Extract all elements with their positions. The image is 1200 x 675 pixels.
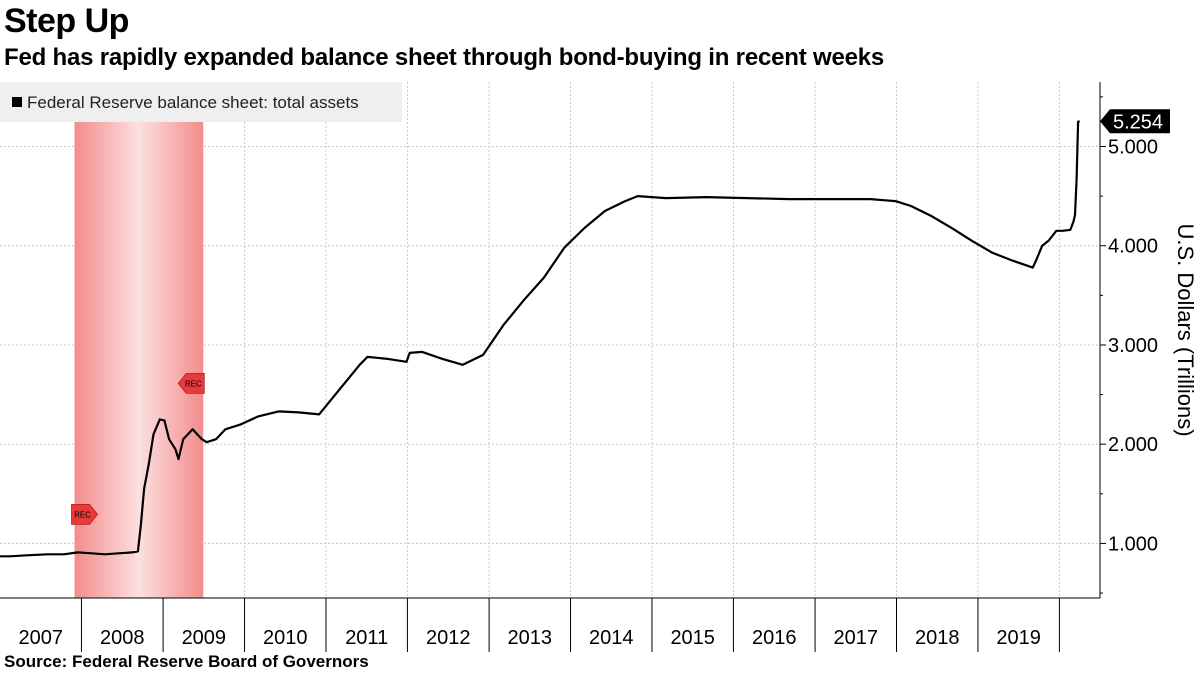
series-line-total-assets — [0, 120, 1080, 558]
y-tick-label: 4.000 — [1108, 236, 1158, 258]
x-tick-label: 2016 — [752, 627, 797, 649]
recession-marker — [177, 372, 205, 394]
x-tick-label: 2011 — [345, 627, 388, 649]
x-tick-label: 2008 — [100, 627, 145, 649]
legend-label: Federal Reserve balance sheet: total ass… — [27, 93, 359, 112]
y-tick-label: 1.000 — [1108, 533, 1158, 555]
recession-marker — [71, 503, 99, 525]
x-tick-label: 2018 — [915, 627, 960, 649]
x-tick-label: 2019 — [996, 627, 1041, 649]
last-value-badge — [1100, 109, 1170, 134]
x-axis: 2007 2008 2009 2010 2011 2012 2013 2014 2015 2016… — [0, 597, 1100, 652]
legend-background — [0, 82, 402, 122]
y-tick-label: 5.000 — [1108, 137, 1158, 159]
x-tick-label: 2014 — [589, 627, 634, 649]
legend-swatch — [12, 97, 22, 107]
x-tick-label: 2015 — [670, 627, 715, 649]
y-tick-label: 2.000 — [1108, 434, 1158, 456]
recession-band — [74, 82, 204, 598]
legend: Federal Reserve balance sheet: total ass… — [0, 82, 402, 122]
y-tick-label: 3.000 — [1108, 335, 1158, 357]
y-axis: 1.000 2.000 3.000 4.000 5.000 — [1099, 82, 1158, 598]
recession-marker-label: REC — [74, 510, 91, 519]
x-tick-label: 2012 — [426, 627, 471, 649]
x-tick-label: 2007 — [18, 627, 63, 649]
y-axis-title: U.S. Dollars (Trillions) — [1173, 223, 1198, 436]
recession-marker-label: REC — [185, 379, 202, 388]
last-value-label: 5.254 — [1100, 109, 1170, 134]
chart-subtitle: Fed has rapidly expanded balance sheet t… — [4, 44, 885, 71]
x-tick-label: 2010 — [263, 627, 308, 649]
last-value-text: 5.254 — [1113, 111, 1163, 133]
x-tick-label: 2017 — [834, 627, 879, 649]
x-tick-label: 2013 — [508, 627, 553, 649]
recession-markers: REC REC — [71, 372, 205, 525]
x-tick-label: 2009 — [182, 627, 227, 649]
source-note: Source: Federal Reserve Board of Governo… — [4, 652, 369, 671]
chart-title: Step Up — [4, 2, 129, 40]
